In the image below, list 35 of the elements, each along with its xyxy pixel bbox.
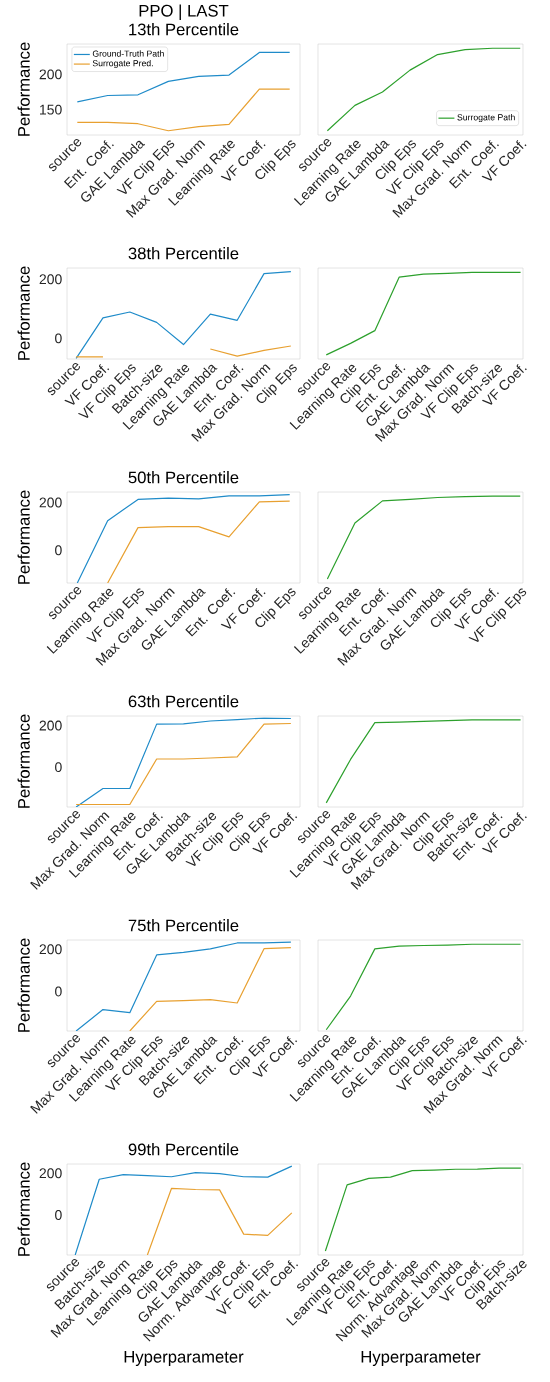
- chart-title: 50th Percentile: [128, 471, 239, 484]
- y-tick-label: 200: [39, 69, 62, 80]
- x-axis-title: Hyperparameter: [361, 1351, 481, 1366]
- y-axis-title: Performance: [17, 938, 30, 1032]
- chart-title: 75th Percentile: [128, 919, 239, 932]
- chart-title: 63th Percentile: [128, 695, 239, 708]
- y-axis-title: Performance: [17, 42, 30, 136]
- y-axis-title: Performance: [17, 266, 30, 360]
- chart-title: PPO | LAST: [139, 4, 229, 20]
- y-tick-label: 200: [39, 944, 62, 955]
- y-tick-label: 0: [55, 986, 62, 997]
- line-series: [107, 500, 291, 584]
- y-tick-label: 200: [39, 720, 62, 731]
- y-axis-title: Performance: [17, 714, 30, 808]
- y-tick-label: 200: [39, 497, 62, 508]
- legend-label: Surrogate Pred.: [92, 59, 153, 69]
- line-series: [76, 88, 291, 132]
- y-tick-label: 200: [39, 274, 62, 285]
- legend-label: Ground-Truth Path: [92, 50, 164, 57]
- y-tick-label: 0: [55, 1210, 62, 1220]
- y-axis-title: Performance: [17, 490, 30, 584]
- x-axis-title: Hyperparameter: [124, 1351, 244, 1366]
- y-tick-label: 150: [40, 104, 62, 115]
- y-tick-label: 0: [55, 762, 62, 773]
- y-tick-label: 0: [55, 333, 62, 344]
- chart-subtitle: 13th Percentile: [129, 23, 239, 36]
- chart-title: 38th Percentile: [128, 247, 239, 260]
- chart-title: 99th Percentile: [128, 1143, 239, 1156]
- line-series: [146, 1187, 293, 1256]
- y-axis-title: Performance: [17, 1162, 30, 1256]
- line-series: [129, 947, 292, 1032]
- legend-label: Surrogate Path: [457, 114, 515, 123]
- y-tick-label: 0: [55, 545, 62, 556]
- y-tick-label: 200: [39, 1168, 62, 1179]
- line-series: [76, 51, 291, 103]
